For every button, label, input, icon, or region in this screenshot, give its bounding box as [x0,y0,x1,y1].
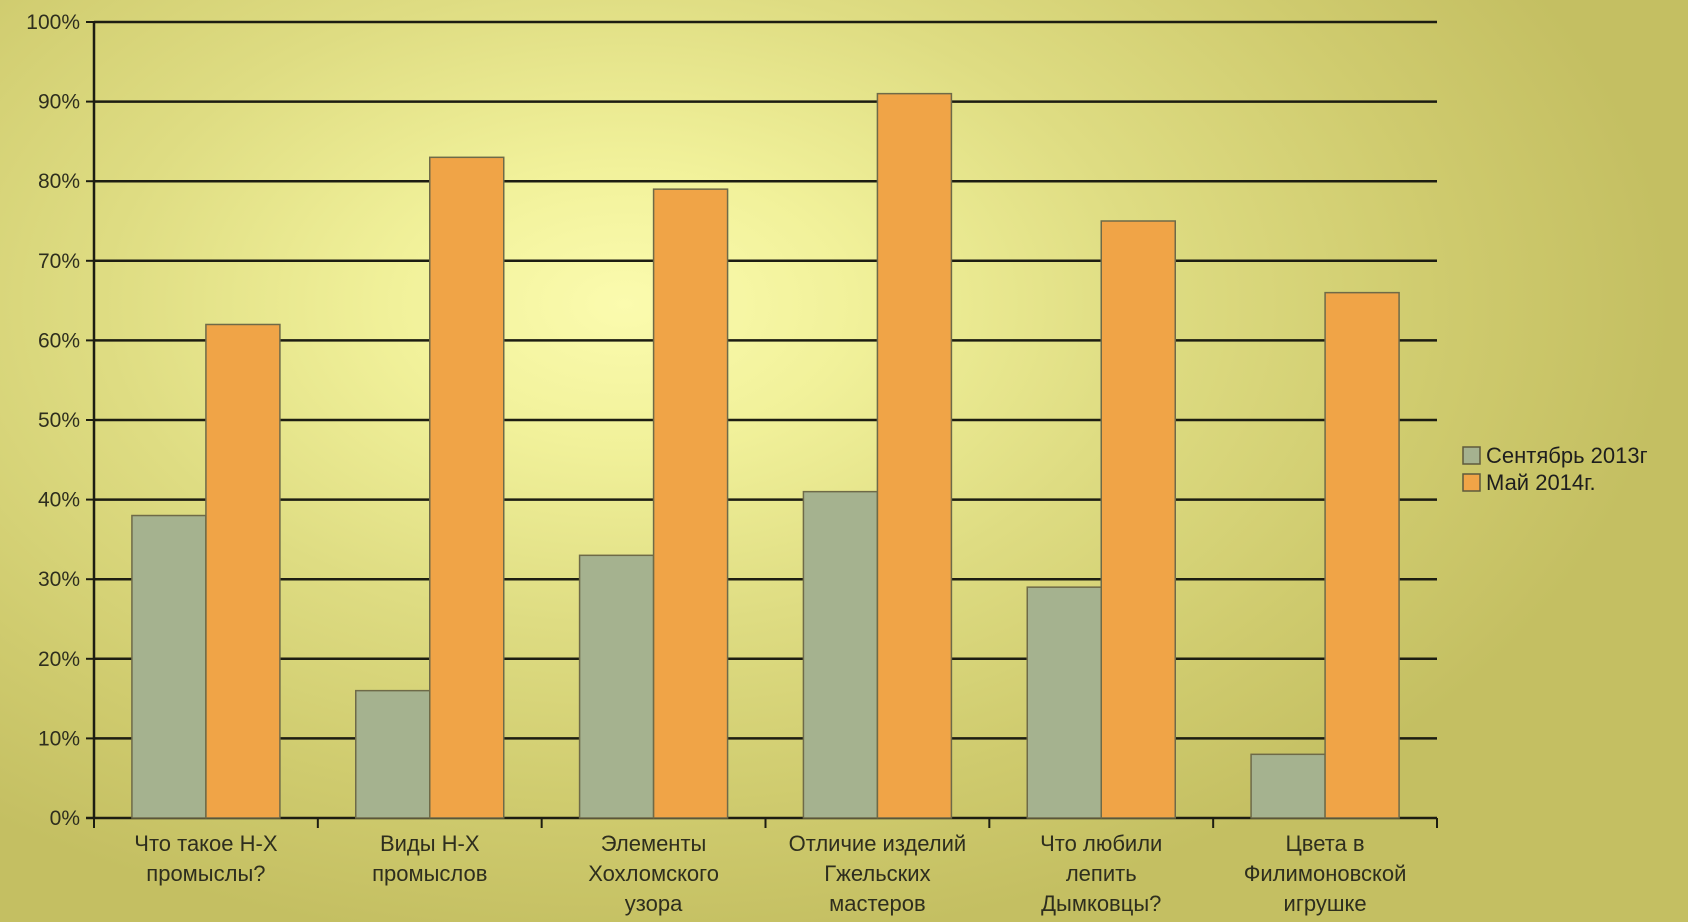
bar [876,92,953,819]
bar [355,689,431,819]
grid-lines [94,20,1437,740]
y-tick-label: 90% [38,91,80,114]
x-category-label: Филимоновской [1244,861,1407,886]
bar [131,514,207,819]
x-category-label: Что любили [1040,831,1162,856]
x-category-label: промыслов [372,861,487,886]
x-category-label: игрушке [1284,891,1367,916]
x-axis-category-labels: Что такое Н-Х промыслы? Виды Н-Х промыслов Э… [134,831,1406,916]
legend-label: Сентябрь 2013г [1486,443,1648,468]
y-tick-label: 70% [38,250,80,273]
bar [652,188,729,819]
y-tick-label: 10% [38,727,80,750]
bars [131,92,1400,819]
y-tick-label: 30% [38,568,80,591]
y-tick-label: 60% [38,329,80,352]
y-tick-label: 100% [26,11,80,34]
legend-swatch [1462,473,1481,492]
x-category-label: Что такое Н-Х [134,831,278,856]
x-category-label: Гжельских [824,861,930,886]
y-tick-label: 20% [38,648,80,671]
bar [1026,586,1102,819]
legend-label: Май 2014г. [1486,470,1596,495]
x-category-label: Отличие изделий [789,831,967,856]
x-category-label: Цвета в [1286,831,1365,856]
x-category-label: Виды Н-Х [380,831,480,856]
x-category-label: узора [625,891,683,916]
bar [1100,220,1176,819]
bar [205,323,281,819]
bar [1324,291,1400,819]
y-axis-tick-labels: 0% 10% 20% 30% 40% 50% 60% 70% 80% 90% 100% [26,11,80,830]
x-category-label: мастеров [829,891,926,916]
legend-swatch [1462,446,1481,465]
axes [86,21,1438,828]
bar [1250,753,1326,819]
y-tick-label: 80% [38,170,80,193]
x-category-label: лепить [1066,861,1137,886]
bar [578,554,655,819]
x-category-label: Хохломского [588,861,719,886]
bar [802,490,879,819]
y-tick-label: 40% [38,489,80,512]
x-category-label: Элементы [601,831,707,856]
y-tick-label: 50% [38,409,80,432]
x-category-label: промыслы? [146,861,265,886]
x-category-label: Дымковцы? [1041,891,1161,916]
y-tick-label: 0% [50,807,80,830]
bar [429,156,505,819]
